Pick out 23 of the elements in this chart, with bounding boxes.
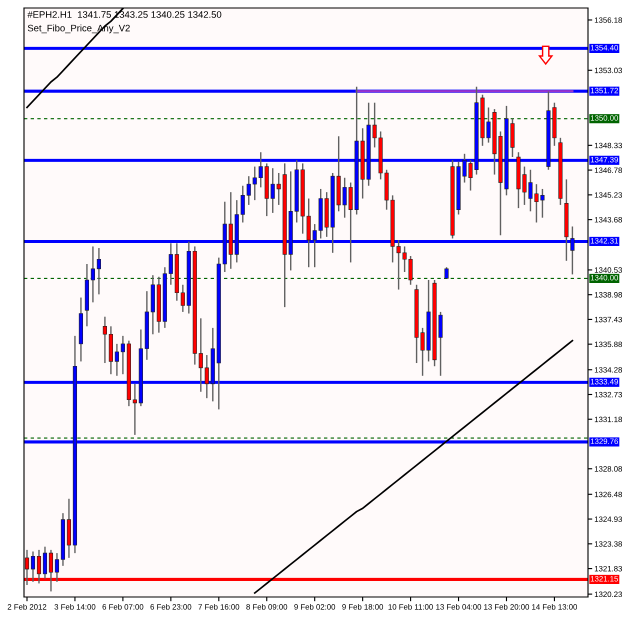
candlestick (534, 183, 539, 224)
candlestick (42, 546, 48, 580)
candlestick (522, 166, 527, 206)
candlestick (510, 118, 515, 158)
candlestick (438, 311, 443, 376)
candlestick (96, 247, 101, 296)
candlestick (114, 343, 119, 376)
candlestick (540, 188, 545, 218)
candlestick (54, 552, 60, 583)
candlestick (120, 335, 125, 375)
candlestick (468, 160, 473, 192)
candlestick (90, 246, 96, 304)
candlestick (402, 246, 407, 273)
candlestick (444, 266, 449, 280)
candlestick (102, 316, 107, 364)
candlestick (528, 169, 533, 212)
candlestick (486, 106, 491, 144)
candlestick (420, 327, 425, 376)
candlestick (396, 239, 401, 290)
candlestick (132, 383, 137, 436)
line-series (254, 340, 574, 594)
candlestick (408, 255, 413, 286)
candlestick (30, 550, 36, 583)
